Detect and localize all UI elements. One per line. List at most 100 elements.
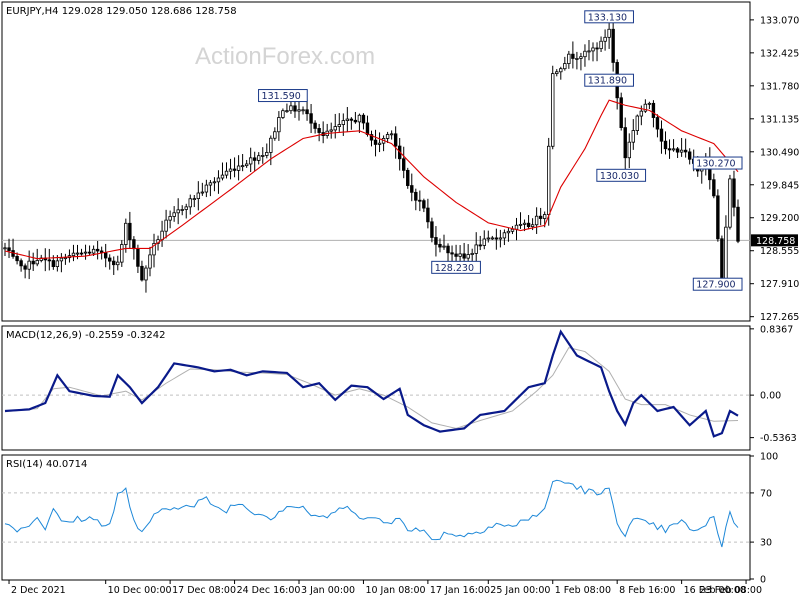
candle-body — [301, 109, 305, 112]
price-tick-label: 128.555 — [760, 246, 799, 257]
candle-body — [313, 122, 317, 129]
rsi-tick-label: 30 — [760, 538, 772, 549]
candle-body — [563, 63, 567, 70]
candle-body — [438, 243, 442, 248]
time-axis: 2 Dec 2021 10 Dec 00:00 17 Dec 08:00 24 Dec… — [8, 580, 762, 596]
candle-body — [518, 223, 523, 226]
candle-body — [724, 226, 728, 283]
candle-body — [659, 128, 664, 142]
candle-body — [534, 215, 539, 226]
price-tick-label: 131.135 — [760, 114, 799, 125]
rsi-tick-label: 100 — [760, 452, 778, 463]
candle-body — [486, 237, 490, 240]
candle-body — [506, 230, 511, 234]
candle-body — [607, 28, 611, 38]
candle-body — [377, 142, 382, 145]
candle-body — [647, 102, 652, 105]
macd-tick-label: 0.00 — [760, 391, 781, 402]
candle-body — [482, 238, 486, 246]
time-tick-label: 24 Dec 16:00 — [237, 585, 301, 596]
candle-body — [571, 53, 575, 59]
price-tick-label: 130.490 — [760, 147, 799, 158]
candle-body — [285, 110, 289, 113]
swing-label-box — [692, 277, 743, 291]
swing-label-box — [596, 168, 647, 182]
candle-body — [458, 253, 462, 257]
candle-body — [671, 148, 676, 151]
time-tick-label: 10 Dec 00:00 — [108, 585, 172, 596]
candle-body — [639, 110, 644, 117]
candle-body — [470, 252, 474, 255]
macd-panel-header: MACD(12,26,9) -0.2559 -0.3242 — [6, 330, 166, 341]
time-tick-label: 17 Dec 08:00 — [172, 585, 236, 596]
candle-body — [232, 168, 237, 171]
last-price-label: 128.758 — [756, 236, 795, 247]
macd-panel-frame — [1, 325, 751, 451]
candle-body — [667, 148, 672, 151]
candle-body — [91, 248, 96, 254]
candle-body — [261, 155, 265, 157]
candle-body — [687, 151, 692, 160]
candle-body — [31, 260, 35, 265]
candle-body — [679, 149, 684, 153]
candle-body — [522, 222, 527, 225]
candle-body — [406, 169, 410, 186]
price-tick-label: 133.070 — [760, 15, 799, 26]
time-tick-label: 16 Feb 00:00 — [684, 585, 746, 596]
price-tick-label: 132.425 — [760, 48, 799, 59]
candle-body — [373, 139, 378, 145]
swing-label: 130.030 — [600, 171, 639, 182]
candle-body — [333, 126, 337, 131]
candle-body — [631, 130, 635, 143]
candle-body — [27, 260, 31, 270]
candle-body — [619, 97, 623, 128]
candle-body — [116, 261, 120, 266]
candle-body — [212, 181, 217, 184]
candle-body — [172, 212, 176, 217]
candle-body — [7, 247, 11, 251]
price-panel-frame — [1, 1, 751, 322]
candle-body — [365, 122, 370, 135]
candle-body — [663, 140, 668, 150]
price-tick-label: 127.910 — [760, 279, 799, 290]
time-tick-label: 10 Jan 08:00 — [365, 585, 425, 596]
candle-body — [587, 50, 591, 53]
candle-body — [595, 47, 599, 50]
candle-body — [196, 192, 201, 200]
price-panel-header: EURJPY,H4 129.028 129.050 128.686 128.75… — [6, 6, 237, 17]
price-tick-label: 129.200 — [760, 213, 799, 224]
rsi-tick-label: 0 — [760, 575, 766, 586]
rsi-tick-label: 70 — [760, 488, 772, 499]
candle-body — [15, 255, 19, 262]
candle-body — [341, 120, 346, 125]
candle-body — [542, 214, 547, 219]
macd-tick-label: 0.8367 — [760, 324, 793, 335]
candle-body — [297, 109, 301, 112]
candle-body — [712, 179, 716, 197]
candle-body — [269, 137, 273, 153]
candle-body — [257, 155, 261, 161]
macd-tick-label: -0.5363 — [760, 433, 797, 444]
candle-body — [454, 253, 458, 257]
swing-label: 131.590 — [262, 91, 301, 102]
rsi-panel-frame — [1, 454, 751, 581]
candle-body — [361, 114, 366, 124]
candle-body — [204, 184, 209, 193]
candle-body — [281, 110, 285, 118]
candle-body — [103, 252, 108, 259]
candle-body — [591, 47, 595, 52]
candle-body — [164, 219, 168, 232]
candle-body — [450, 252, 454, 255]
swing-label: 128.230 — [435, 263, 474, 274]
candle-body — [402, 158, 406, 171]
candle-body — [152, 243, 156, 256]
candle-body — [87, 251, 92, 254]
swing-label-box — [692, 156, 743, 170]
candle-body — [414, 191, 418, 201]
candle-body — [510, 228, 515, 232]
candle-body — [575, 58, 579, 60]
swing-label: 131.890 — [588, 76, 627, 87]
candle-body — [389, 133, 394, 136]
candle-body — [514, 224, 519, 230]
